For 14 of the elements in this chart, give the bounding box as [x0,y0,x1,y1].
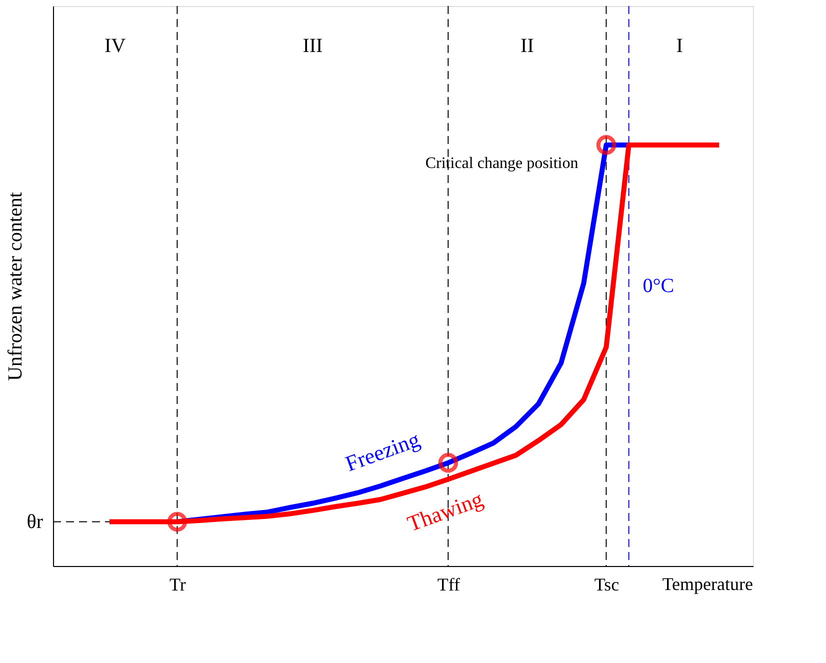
text: IV [104,35,126,57]
annotation: Critical change position [425,154,578,172]
ref-line-label: θr [26,510,44,533]
text: Thawing [404,486,486,536]
x-tick-label: Tsc [594,574,620,594]
x-tick-label: Tff [437,574,460,594]
text: I [676,35,683,57]
text: III [302,35,323,57]
text: 0°C [642,275,674,297]
text: Freezing [342,426,423,476]
x-tick-label: Tr [170,574,186,594]
x-axis-title: Temperature [662,574,754,594]
y-axis-title: Unfrozen water content [4,192,26,381]
text: II [520,35,534,57]
